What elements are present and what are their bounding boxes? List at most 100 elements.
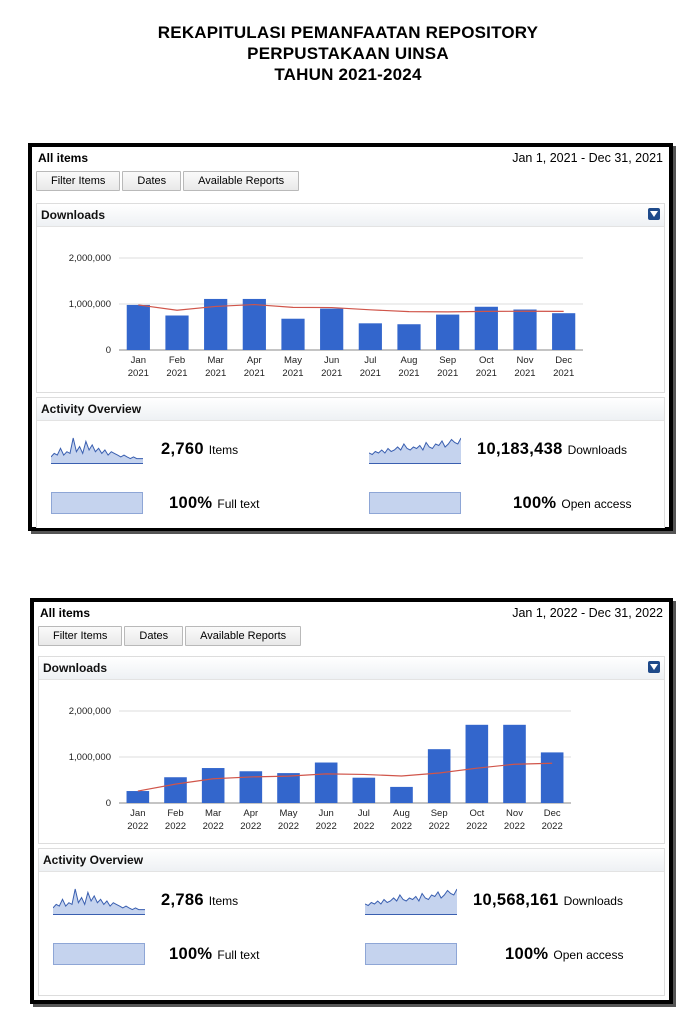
downloads-section: Downloads 0 1,000,000 2,000,000 Jan 2022 Feb 2…	[38, 656, 665, 844]
x-tick-label: Jun	[319, 808, 334, 819]
x-tick-year-label: 2021	[398, 368, 419, 379]
bar-sep-2022	[427, 749, 451, 803]
sparkline-area	[369, 438, 461, 464]
activity-section: Activity Overview 2,786 Items 10,568,161…	[38, 848, 665, 996]
x-tick-year-label: 2022	[127, 821, 148, 832]
items-sparkline	[51, 437, 143, 464]
x-tick-year-label: 2021	[514, 368, 535, 379]
dates-button[interactable]: Dates	[122, 171, 182, 191]
y-tick-label: 2,000,000	[69, 253, 111, 264]
openaccess-percent: 100%	[505, 945, 549, 963]
fulltext-percent: 100%	[169, 494, 213, 512]
dropdown-icon[interactable]	[648, 661, 660, 673]
report-title: REKAPITULASI PEMANFAATAN REPOSITORY PERP…	[0, 22, 696, 85]
downloads-count: 10,183,438	[477, 440, 563, 458]
x-tick-year-label: 2021	[282, 368, 303, 379]
x-tick-year-label: 2021	[166, 368, 187, 379]
openaccess-stat: 100% Open access	[513, 494, 631, 513]
x-tick-label: Jan	[131, 355, 146, 366]
trend-line	[138, 303, 564, 313]
dropdown-icon[interactable]	[648, 208, 660, 220]
x-tick-label: Jul	[364, 355, 376, 366]
activity-title: Activity Overview	[43, 853, 144, 867]
available-reports-button[interactable]: Available Reports	[185, 626, 302, 646]
x-tick-label: Sep	[439, 355, 456, 366]
activity-section-header: Activity Overview	[37, 398, 664, 421]
stats-panel-2021: All items Jan 1, 2021 - Dec 31, 2021 Fil…	[28, 143, 673, 531]
items-unit: Items	[208, 442, 239, 457]
sparkline-line	[53, 888, 145, 911]
x-tick-label: Sep	[431, 808, 448, 819]
y-tick-label: 0	[106, 345, 111, 356]
sparkline-line	[365, 888, 457, 907]
x-tick-label: Dec	[544, 808, 561, 819]
date-range[interactable]: Jan 1, 2022 - Dec 31, 2022	[512, 606, 663, 620]
x-tick-label: May	[284, 355, 302, 366]
filter-items-button[interactable]: Filter Items	[38, 626, 123, 646]
x-tick-year-label: 2021	[360, 368, 381, 379]
panel-title: All items	[38, 151, 89, 165]
x-tick-year-label: 2022	[203, 821, 224, 832]
report-title-line2: PERPUSTAKAAN UINSA	[247, 44, 449, 63]
fulltext-bar	[51, 492, 143, 514]
x-tick-year-label: 2022	[542, 821, 563, 832]
downloads-title: Downloads	[41, 208, 106, 222]
dates-button[interactable]: Dates	[124, 626, 184, 646]
bar-jul-2021	[358, 323, 382, 350]
toolbar: Filter Items Dates Available Reports	[36, 171, 300, 191]
bar-feb-2021	[165, 315, 189, 350]
x-tick-year-label: 2021	[205, 368, 226, 379]
available-reports-button[interactable]: Available Reports	[183, 171, 300, 191]
x-tick-label: Feb	[169, 355, 185, 366]
bar-aug-2022	[390, 786, 413, 803]
date-range[interactable]: Jan 1, 2021 - Dec 31, 2021	[512, 151, 663, 165]
bar-sep-2021	[436, 314, 460, 350]
bar-jun-2022	[314, 762, 338, 803]
x-tick-label: Apr	[243, 808, 258, 819]
items-stat: 2,760 Items	[161, 440, 238, 459]
trend-line	[137, 762, 553, 792]
y-tick-label: 0	[106, 798, 111, 809]
downloads-section: Downloads 0 1,000,000 2,000,000 Jan 2021 Feb 2…	[36, 203, 665, 393]
sparkline-line	[51, 437, 143, 460]
sparkline-area	[365, 889, 457, 915]
fulltext-stat: 100% Full text	[169, 945, 259, 964]
x-tick-year-label: 2021	[128, 368, 149, 379]
downloads-section-header: Downloads	[37, 204, 664, 227]
fulltext-bar	[53, 943, 145, 965]
x-tick-year-label: 2021	[321, 368, 342, 379]
x-tick-year-label: 2022	[466, 821, 487, 832]
activity-section: Activity Overview 2,760 Items 10,183,438…	[36, 397, 665, 528]
x-tick-label: Oct	[469, 808, 484, 819]
bar-mar-2022	[201, 768, 225, 803]
x-tick-year-label: 2021	[476, 368, 497, 379]
x-tick-year-label: 2021	[553, 368, 574, 379]
downloads-stat: 10,183,438 Downloads	[477, 440, 627, 459]
panel-title: All items	[40, 606, 91, 620]
activity-title: Activity Overview	[41, 402, 142, 416]
x-tick-label: Dec	[555, 355, 572, 366]
toolbar: Filter Items Dates Available Reports	[38, 626, 302, 646]
report-title-line1: REKAPITULASI PEMANFAATAN REPOSITORY	[157, 23, 539, 42]
bar-jan-2021	[126, 304, 150, 350]
fulltext-stat: 100% Full text	[169, 494, 259, 513]
downloads-chart: 0 1,000,000 2,000,000 Jan 2022 Feb 2022 Mar 2022…	[69, 706, 571, 832]
openaccess-unit: Open access	[561, 496, 632, 511]
downloads-stat: 10,568,161 Downloads	[473, 891, 623, 910]
x-tick-label: Nov	[506, 808, 523, 819]
y-tick-label: 2,000,000	[69, 706, 111, 717]
filter-items-button[interactable]: Filter Items	[36, 171, 121, 191]
sparkline-area	[53, 889, 145, 915]
panel-header: All items Jan 1, 2021 - Dec 31, 2021	[38, 149, 663, 167]
x-tick-year-label: 2021	[244, 368, 265, 379]
downloads-sparkline	[369, 437, 461, 464]
x-tick-label: Jan	[130, 808, 145, 819]
bar-feb-2022	[164, 777, 187, 803]
openaccess-unit: Open access	[553, 947, 624, 962]
fulltext-unit: Full text	[217, 947, 260, 962]
downloads-chart: 0 1,000,000 2,000,000 Jan 2021 Feb 2021 Mar 2021…	[69, 253, 583, 379]
x-tick-label: Mar	[207, 355, 223, 366]
x-tick-year-label: 2022	[316, 821, 337, 832]
items-sparkline	[53, 888, 145, 915]
downloads-title: Downloads	[43, 661, 108, 675]
